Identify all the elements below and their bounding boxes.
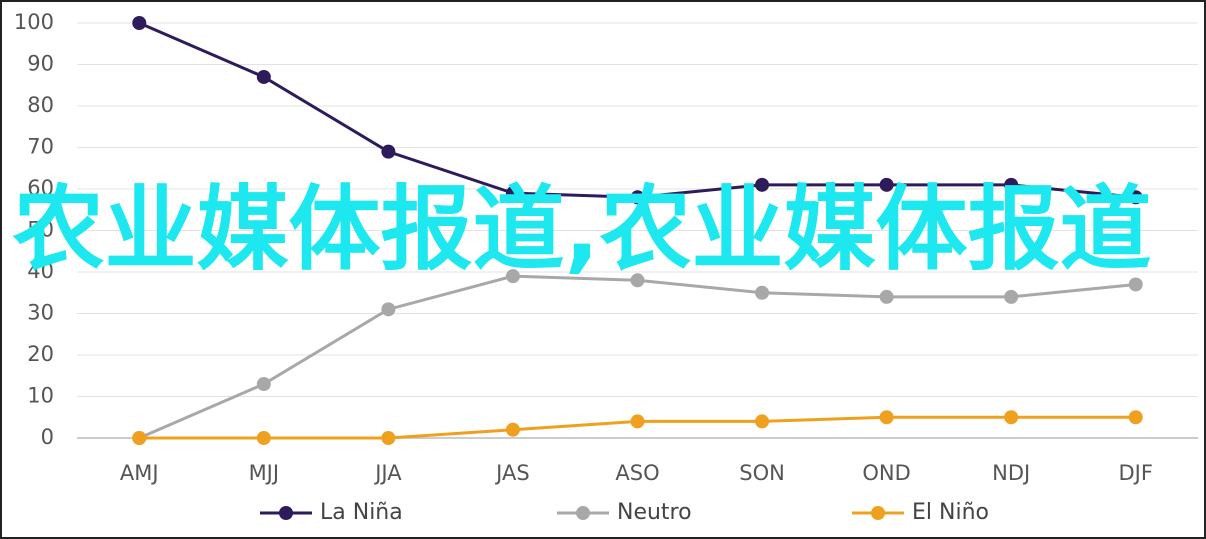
data-point bbox=[630, 190, 645, 205]
data-point bbox=[879, 410, 894, 425]
series-line bbox=[138, 274, 1136, 440]
x-tick-label: NDJ bbox=[992, 461, 1030, 485]
data-point bbox=[505, 269, 520, 284]
y-tick-label: 60 bbox=[27, 176, 54, 200]
data-point bbox=[1128, 277, 1143, 292]
y-tick-label: 100 bbox=[14, 10, 54, 34]
y-tick-label: 80 bbox=[27, 93, 54, 117]
x-tick-label: ASO bbox=[615, 461, 659, 485]
data-point bbox=[1004, 289, 1019, 304]
data-point bbox=[256, 377, 271, 392]
data-point bbox=[879, 177, 894, 192]
data-point bbox=[1128, 410, 1143, 425]
data-point bbox=[879, 289, 894, 304]
data-point bbox=[630, 414, 645, 429]
legend-marker bbox=[576, 506, 590, 520]
legend-marker bbox=[279, 506, 293, 520]
y-tick-label: 90 bbox=[27, 52, 54, 76]
data-point bbox=[132, 16, 147, 30]
data-point bbox=[256, 69, 271, 84]
y-tick-label: 10 bbox=[27, 384, 54, 408]
y-tick-label: 20 bbox=[27, 342, 54, 366]
y-tick-label: 70 bbox=[27, 135, 54, 159]
data-point bbox=[505, 422, 520, 437]
x-tick-label: JAS bbox=[494, 461, 530, 485]
data-point bbox=[1128, 190, 1143, 205]
data-point bbox=[381, 144, 396, 159]
y-tick-label: 30 bbox=[27, 301, 54, 325]
data-point bbox=[132, 431, 147, 445]
x-tick-label: OND bbox=[862, 461, 910, 485]
x-tick-label: DJF bbox=[1118, 461, 1152, 485]
data-point bbox=[755, 285, 770, 300]
data-point bbox=[381, 302, 396, 317]
data-point bbox=[630, 273, 645, 288]
x-tick-label: JJA bbox=[373, 461, 402, 485]
data-point bbox=[1004, 177, 1019, 192]
data-point bbox=[381, 431, 396, 445]
x-tick-label: MJJ bbox=[249, 461, 280, 485]
legend-marker bbox=[871, 506, 885, 520]
data-point bbox=[755, 177, 770, 192]
y-tick-label: 50 bbox=[27, 218, 54, 242]
data-point bbox=[256, 431, 271, 445]
overlay-text: 农业媒体报道,农业媒体报道 bbox=[12, 176, 1152, 283]
series-line bbox=[138, 21, 1136, 199]
legend-label: La Niña bbox=[320, 500, 403, 525]
x-tick-label: AMJ bbox=[120, 461, 159, 485]
legend-label: Neutro bbox=[617, 500, 692, 525]
legend-label: El Niño bbox=[912, 500, 989, 525]
data-point bbox=[755, 414, 770, 429]
data-point bbox=[1004, 410, 1019, 425]
data-point bbox=[505, 186, 520, 201]
y-tick-label: 0 bbox=[41, 425, 54, 449]
y-tick-label: 40 bbox=[27, 259, 54, 283]
x-tick-label: SON bbox=[739, 461, 785, 485]
